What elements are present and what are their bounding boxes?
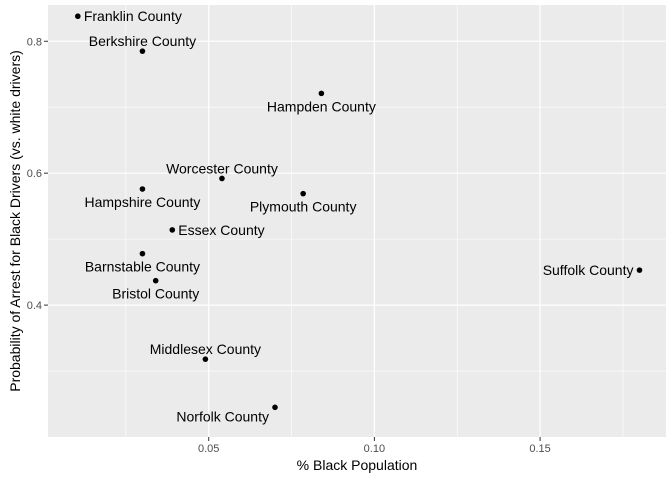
point-labels: Franklin County Berkshire County Hampden C…	[84, 8, 634, 424]
data-points	[75, 13, 643, 411]
point-label: Barnstable County	[85, 259, 200, 275]
point-label: Suffolk County	[543, 262, 634, 278]
point-label: Franklin County	[84, 8, 182, 24]
data-point	[75, 13, 81, 20]
data-point	[219, 175, 225, 182]
data-point	[202, 356, 209, 362]
data-point	[169, 227, 176, 233]
point-label: Bristol County	[112, 286, 199, 302]
point-label: Essex County	[178, 222, 264, 238]
plot-panel	[48, 5, 666, 437]
point-label: Worcester County	[166, 160, 278, 176]
data-point	[318, 90, 325, 97]
data-point	[152, 277, 159, 284]
data-point	[139, 186, 146, 192]
grid-lines	[48, 5, 666, 437]
axis-ticks: 0.05 0.10 0.15 0.4 0.6 0.8	[27, 36, 551, 455]
point-label: Hampden County	[267, 98, 376, 114]
x-axis-title: % Black Population	[297, 457, 418, 473]
point-label: Plymouth County	[250, 199, 357, 215]
x-tick-label: 0.15	[529, 443, 550, 455]
y-tick-label: 0.4	[27, 300, 42, 312]
x-tick-label: 0.10	[364, 443, 385, 455]
point-label: Berkshire County	[89, 33, 196, 49]
point-label: Hampshire County	[84, 194, 200, 210]
data-point	[272, 404, 278, 411]
point-label: Middlesex County	[150, 341, 261, 357]
data-point	[300, 190, 306, 197]
y-tick-label: 0.8	[27, 36, 42, 48]
data-point	[636, 267, 643, 273]
data-point	[139, 48, 146, 54]
x-tick-label: 0.05	[198, 443, 219, 455]
y-tick-label: 0.6	[27, 168, 42, 180]
point-label: Norfolk County	[176, 408, 269, 424]
y-axis-title: Probability of Arrest for Black Drivers …	[7, 50, 23, 392]
data-point	[139, 250, 146, 257]
